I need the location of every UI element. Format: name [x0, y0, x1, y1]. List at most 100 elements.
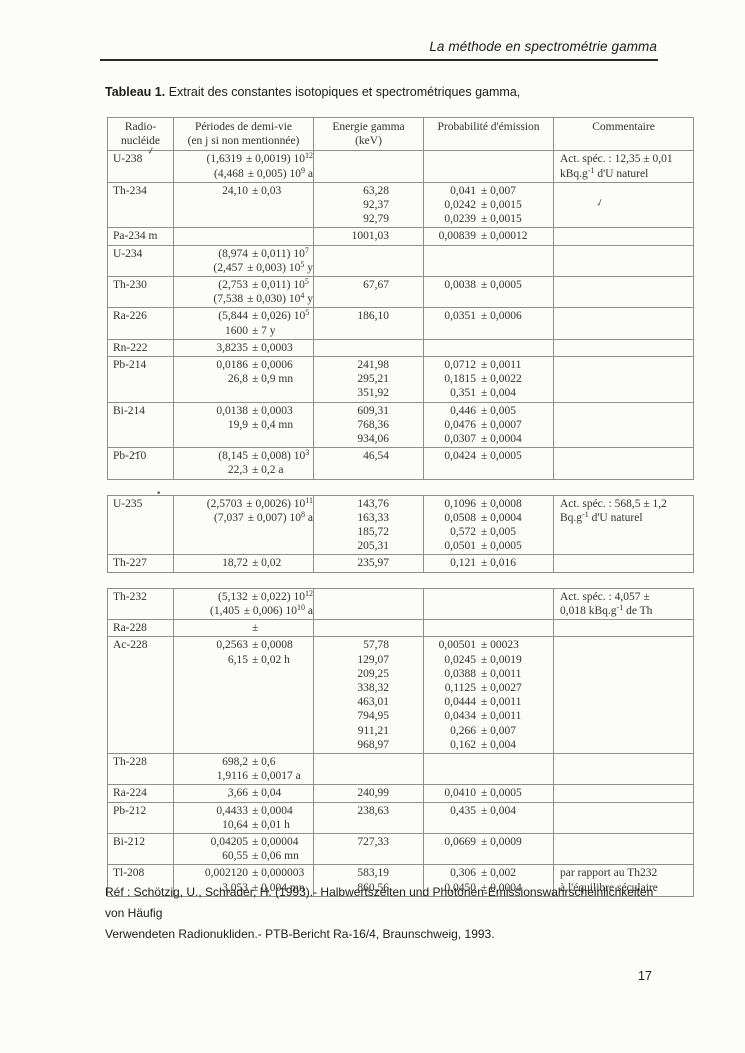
cell-energy [313, 151, 423, 182]
table-row-th-232: Th-232 (5,132 ± 0,022) 1012 (1,405 ± 0,006) … [108, 588, 693, 620]
halflife-line-uncertainty: ± 0,0017 a [252, 770, 301, 783]
cell-probability [423, 339, 553, 357]
cell-nuclide: Pb-212 [108, 803, 173, 833]
halflife-line-uncertainty: ± 0,00004 [252, 835, 299, 848]
table-row-pb-212: Pb-212 0,4433 ± 0,0004 10,64 ± 0,01 h 238,63 0… [108, 801, 693, 833]
probability-line: 0,351 ± 0,004 [424, 386, 553, 400]
cell-probability: 0,306 ± 0,002 0,0450 ± 0,0004 [423, 865, 553, 896]
probability-line: 0,0424 ± 0,0005 [424, 449, 553, 463]
cell-comment [553, 357, 693, 402]
probability-line-uncertainty: ± 0,0005 [481, 540, 522, 553]
halflife-line-value: 3,8235 [216, 341, 248, 354]
probability-line: 0,00839 ± 0,00012 [424, 229, 553, 243]
cell-probability: 0,00501 ± 00023 0,0245 ± 0,0019 0,0388 ± 0,00… [423, 637, 553, 753]
halflife-line-uncertainty: ± 0,6 [252, 755, 276, 768]
cell-comment: par rapport au Th232 à l'équilibre sécula… [553, 865, 693, 896]
probability-line-uncertainty: ± 0,0005 [481, 450, 522, 463]
cell-energy [313, 620, 423, 637]
energy-value: 241,98 [357, 359, 389, 372]
cell-probability: 0,1096 ± 0,0008 0,0508 ± 0,0004 0,572 ± 0,005… [423, 495, 553, 555]
halflife-line-uncertainty: ± 0,01 h [252, 818, 290, 831]
nuclide-label: Bi-214 [113, 404, 145, 417]
cell-energy: 609,31 768,36 934,06 [313, 402, 423, 448]
cell-nuclide: Bi-212 [108, 834, 173, 864]
table-row-rn-222: Rn-222 3,8235 ± 0,0003 [108, 338, 693, 357]
cell-energy: 143,76 163,33 185,72 205,31 [313, 495, 423, 555]
cell-comment [553, 228, 693, 245]
halflife-line-value: (8,974 [218, 247, 248, 260]
nuclide-label: Tl-208 [113, 867, 145, 880]
cell-halflife: (2,753 ± 0,011) 105 (7,538 ± 0,030) 104 y [173, 277, 313, 308]
cell-probability [423, 588, 553, 620]
cell-comment [553, 833, 693, 865]
comment-line: Act. spéc. : 568,5 ± 1,2 [560, 497, 667, 510]
cell-probability [423, 753, 553, 785]
table-row-u-235: U-235 (2,5703 ± 0,0026) 1011 (7,037 ± 0,007)… [108, 495, 693, 555]
energy-value: 768,36 [357, 418, 389, 431]
table-header-row: Radio-nucléide Périodes de demi-vie (en j … [108, 118, 693, 151]
energy-value: 205,31 [357, 540, 389, 553]
column-header-line: nucléide [121, 135, 160, 148]
table-row-ra-224: Ra-224 3,66 ± 0,04 240,99 0,0410 ± 0,0005 [108, 784, 693, 802]
halflife-line: (1,6319 ± 0,0019) 1012 [174, 151, 314, 166]
energy-value: 583,19 [357, 867, 389, 880]
probability-line-uncertainty: ± 0,005 [481, 526, 517, 539]
table-row-tl-208: Tl-208 0,002120 ± 0,000003 3,053 ± 0,004 mn 5… [108, 864, 693, 896]
comment-line: à l'équilibre séculaire [560, 881, 658, 894]
nuclide-label: Ra-228 [113, 622, 147, 635]
probability-line-value: 0,266 [450, 724, 476, 737]
probability-line-value: 0,1096 [444, 497, 476, 510]
probability-line: 0,1815 ± 0,0022 [424, 372, 553, 386]
probability-line-uncertainty: ± 0,007 [481, 184, 517, 197]
halflife-line: 698,2 ± 0,6 [174, 755, 313, 769]
superscript: 10 [297, 602, 306, 612]
probability-line-value: 0,0242 [444, 199, 476, 212]
table-row-bi-212: Bi-212 0,04205 ± 0,00004 60,55 ± 0,06 mn 727,… [108, 832, 693, 865]
probability-line-value: 0,121 [450, 557, 476, 570]
cell-energy: 67,67 [313, 277, 423, 308]
cell-halflife [173, 228, 313, 245]
halflife-line-uncertainty: ± [252, 622, 259, 635]
halflife-line-value: (4,468 [214, 167, 244, 180]
energy-value: 609,31 [357, 404, 389, 417]
cell-probability: 0,0038 ± 0,0005 [423, 277, 553, 308]
halflife-line-value: (2,753 [218, 279, 248, 292]
halflife-line-uncertainty: ± 0,026) 105 [252, 308, 310, 323]
probability-line: 0,0038 ± 0,0005 [424, 278, 553, 292]
probability-line: 0,0476 ± 0,0007 [424, 418, 553, 432]
halflife-line: 19,9 ± 0,4 mn [174, 418, 313, 432]
energy-value: 92,79 [363, 213, 389, 226]
comment-line: Act. spéc. : 4,057 ± [560, 590, 650, 603]
probability-line-uncertainty: ± 0,0009 [481, 835, 522, 848]
probability-line-uncertainty: ± 0,0011 [481, 667, 522, 680]
probability-line: 0,0434 ± 0,0011 [424, 709, 553, 723]
halflife-line: 1600 ± 7 y [174, 324, 313, 338]
column-header-line: Périodes de demi-vie [194, 121, 293, 133]
halflife-line-uncertainty: ± 0,0019) 1012 [245, 151, 313, 166]
cell-nuclide: Ra-228 [108, 620, 173, 636]
probability-line-uncertainty: ± 0,0019 [481, 653, 522, 666]
halflife-line: (2,753 ± 0,011) 105 [174, 278, 313, 292]
cell-comment [553, 555, 693, 572]
halflife-line-uncertainty: ± 0,006) 1010 a [243, 602, 313, 617]
halflife-line-value: 18,72 [222, 557, 248, 570]
probability-line: 0,1125 ± 0,0027 [424, 681, 553, 695]
column-header-energy: Energie gamma (keV) [313, 118, 423, 151]
halflife-line-value: 1,9116 [216, 770, 248, 783]
cell-halflife: 0,04205 ± 0,00004 60,55 ± 0,06 mn [173, 833, 313, 865]
probability-line: 0,0501 ± 0,0005 [424, 539, 553, 553]
cell-halflife: (1,6319 ± 0,0019) 1012 (4,468 ± 0,005) 109 … [173, 151, 314, 182]
nuclide-label: Pb-214 [113, 359, 147, 372]
table-section-3: Th-232 (5,132 ± 0,022) 1012 (1,405 ± 0,006) … [107, 587, 694, 897]
halflife-line-value: 698,2 [222, 755, 248, 768]
energy-value: 860,56 [357, 881, 389, 894]
probability-line: 0,041 ± 0,007 [424, 184, 553, 198]
page-header-title: La méthode en spectrométrie gamma [429, 39, 657, 54]
energy-value: 209,25 [357, 667, 389, 680]
probability-line-uncertainty: ± 0,0015 [481, 199, 522, 212]
cell-energy: 1001,03 [313, 228, 423, 245]
nuclide-label: Th-228 [113, 755, 147, 768]
probability-line: 0,0307 ± 0,0004 [424, 432, 553, 446]
halflife-line-value [174, 621, 248, 635]
probability-line-value: 0,435 [450, 804, 476, 817]
